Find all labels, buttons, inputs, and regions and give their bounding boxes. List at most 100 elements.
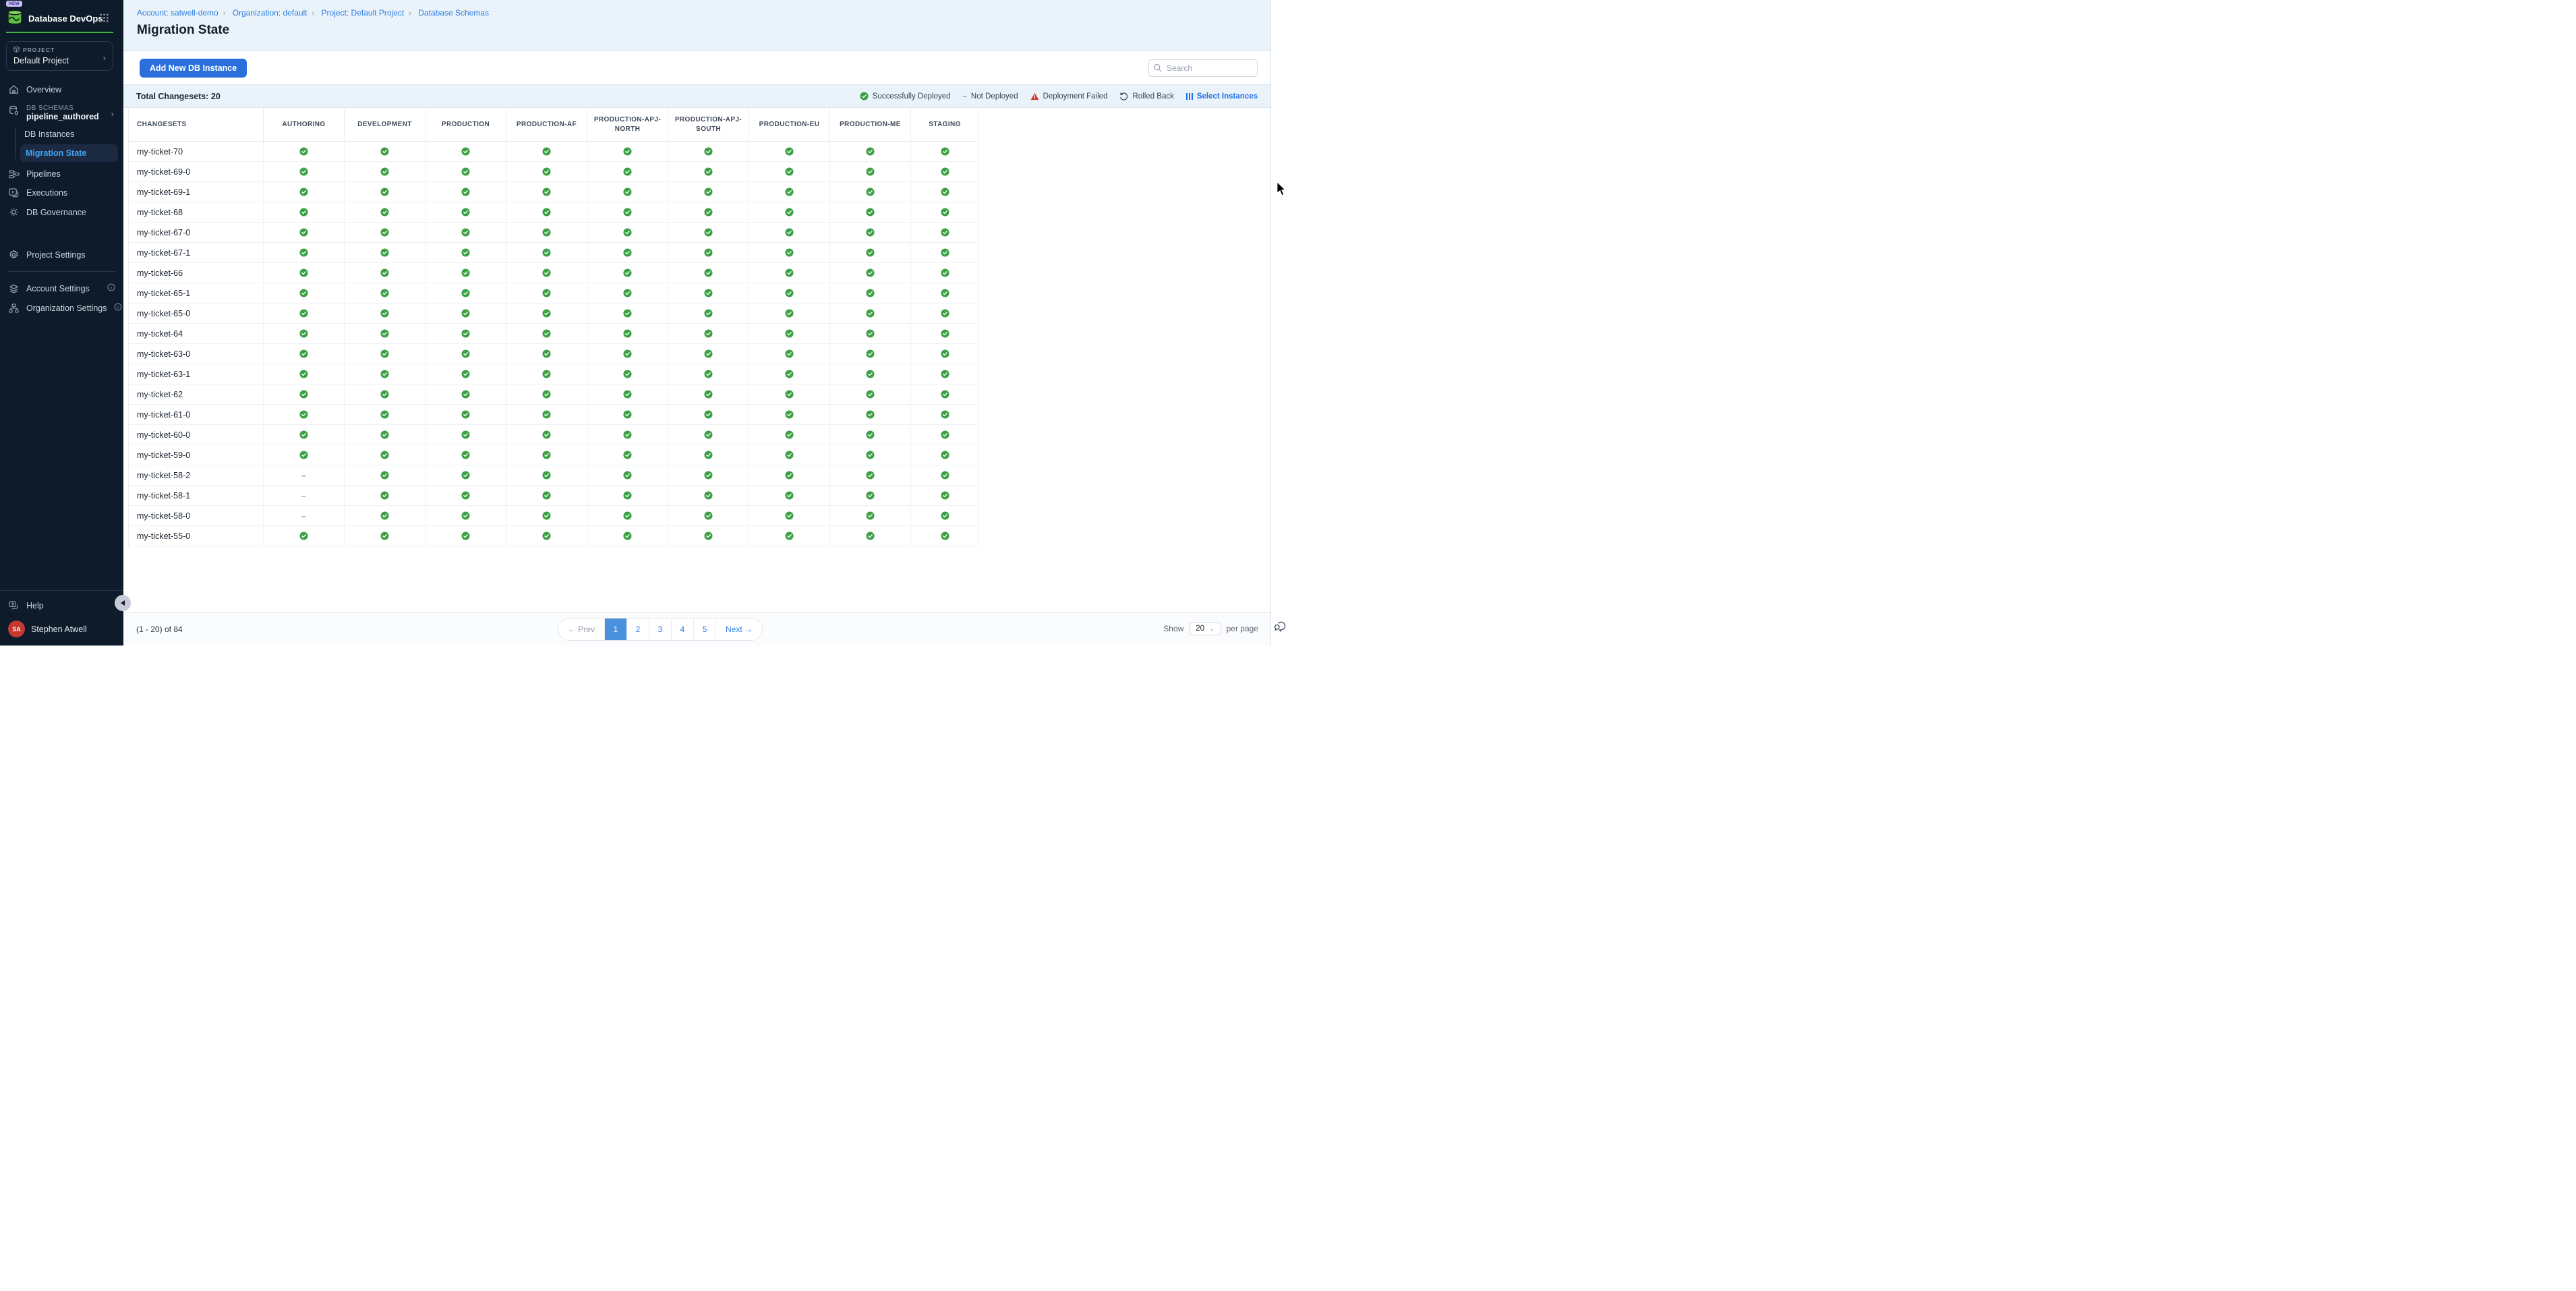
check-badge-icon: [623, 390, 632, 399]
breadcrumb-project[interactable]: Project: Default Project: [321, 8, 405, 18]
status-cell: [911, 425, 978, 444]
page-button-5[interactable]: 5: [693, 619, 716, 640]
check-badge-icon: [461, 532, 470, 540]
changeset-name: my-ticket-64: [129, 324, 264, 343]
check-badge-icon: [380, 491, 389, 500]
check-badge-icon: [940, 410, 949, 419]
check-badge-icon: [380, 228, 389, 237]
status-cell: [345, 142, 426, 161]
sidebar-item-overview[interactable]: Overview: [0, 80, 123, 99]
status-cell: [911, 405, 978, 424]
page-button-1[interactable]: 1: [604, 619, 627, 640]
status-cell: [587, 263, 668, 283]
governance-icon: [8, 207, 20, 217]
status-cell: [264, 243, 345, 262]
status-cell: [911, 526, 978, 546]
sidebar-item-pipelines[interactable]: Pipelines: [0, 165, 123, 183]
status-cell: [911, 202, 978, 222]
status-cell: [668, 202, 749, 222]
check-badge-icon: [866, 167, 875, 176]
status-cell: [749, 526, 830, 546]
status-cell: [264, 162, 345, 181]
toolbar: Add New DB Instance: [123, 51, 1270, 85]
sidebar-item-account-settings[interactable]: Account Settings: [0, 279, 123, 298]
check-badge-icon: [461, 268, 470, 277]
check-badge-icon: [380, 451, 389, 459]
user-menu[interactable]: SA Stephen Atwell: [0, 615, 123, 639]
column-header: AUTHORING: [264, 108, 345, 141]
check-badge-icon: [785, 268, 794, 277]
apps-grid-icon[interactable]: [100, 13, 109, 26]
support-chat-icon[interactable]: [1273, 621, 1286, 636]
next-page-button[interactable]: Next →: [715, 619, 763, 640]
info-icon[interactable]: [107, 283, 115, 293]
brand-divider: [6, 32, 113, 33]
sidebar-nav: Overview DB SCHEMAS pipeline_authored › …: [0, 80, 123, 318]
check-badge-icon: [866, 390, 875, 399]
status-cell: [345, 263, 426, 283]
project-name: Default Project: [13, 56, 69, 65]
status-cell: [911, 304, 978, 323]
help-button[interactable]: Help: [0, 596, 123, 615]
status-cell: [345, 182, 426, 202]
check-badge-icon: [380, 511, 389, 520]
project-selector[interactable]: PROJECT Default Project ›: [6, 41, 113, 71]
sidebar-item-migration-state[interactable]: Migration State: [20, 144, 118, 162]
status-cell: [506, 465, 587, 485]
status-cell: [506, 526, 587, 546]
status-cell: [426, 344, 506, 364]
breadcrumb-account[interactable]: Account: satwell-demo: [137, 8, 218, 18]
check-badge-icon: [866, 511, 875, 520]
table-row: my-ticket-60-0: [129, 425, 978, 445]
check-badge-icon: [623, 309, 632, 318]
sidebar-item-project-settings[interactable]: Project Settings: [0, 245, 123, 264]
sidebar-item-organization-settings[interactable]: Organization Settings: [0, 298, 123, 318]
page-size-select[interactable]: 20 ⌄: [1189, 622, 1221, 635]
sidebar-item-db-schemas[interactable]: DB SCHEMAS pipeline_authored ›: [0, 99, 123, 124]
check-badge-icon: [380, 188, 389, 196]
check-badge-icon: [860, 92, 869, 101]
check-badge-icon: [380, 208, 389, 217]
status-cell: [830, 263, 911, 283]
check-badge-icon: [299, 532, 308, 540]
sidebar-item-db-instances[interactable]: DB Instances: [24, 130, 75, 139]
column-header: STAGING: [929, 120, 961, 128]
select-instances-button[interactable]: Select Instances: [1185, 92, 1258, 101]
check-badge-icon: [785, 491, 794, 500]
page-button-3[interactable]: 3: [649, 619, 672, 640]
check-badge-icon: [866, 370, 875, 378]
status-cell: [426, 364, 506, 384]
status-cell: [587, 384, 668, 404]
changeset-name: my-ticket-58-0: [129, 506, 264, 525]
status-cell: [587, 182, 668, 202]
prev-page-button[interactable]: ← Prev: [558, 619, 605, 640]
check-badge-icon: [380, 248, 389, 257]
sidebar-item-label: Account Settings: [26, 283, 90, 293]
sidebar-item-db-governance[interactable]: DB Governance: [0, 202, 123, 222]
add-db-instance-button[interactable]: Add New DB Instance: [140, 59, 247, 78]
check-badge-icon: [704, 511, 713, 520]
search-input[interactable]: [1148, 59, 1258, 77]
status-cell: [587, 344, 668, 364]
check-badge-icon: [704, 309, 713, 318]
check-badge-icon: [866, 268, 875, 277]
show-label: Show: [1163, 624, 1184, 633]
sidebar-item-executions[interactable]: Executions: [0, 183, 123, 202]
status-cell: [668, 182, 749, 202]
check-badge-icon: [866, 208, 875, 217]
changeset-name: my-ticket-69-1: [129, 182, 264, 202]
status-cell: [426, 425, 506, 444]
status-cell: [587, 486, 668, 505]
breadcrumb-database-schemas[interactable]: Database Schemas: [418, 8, 489, 18]
breadcrumb-organization[interactable]: Organization: default: [232, 8, 308, 18]
pagination-bar: (1 - 20) of 84 ← Prev 1 2 3 4 5 Next → S…: [123, 612, 1270, 646]
page-button-2[interactable]: 2: [626, 619, 649, 640]
page-button-4[interactable]: 4: [671, 619, 694, 640]
status-cell: [830, 405, 911, 424]
check-badge-icon: [299, 228, 308, 237]
info-icon[interactable]: [113, 303, 122, 313]
breadcrumb: Account: satwell-demo › Organization: def…: [137, 8, 1270, 18]
status-cell: [668, 223, 749, 242]
sidebar-collapse-button[interactable]: [115, 595, 131, 611]
check-badge-icon: [940, 167, 949, 176]
